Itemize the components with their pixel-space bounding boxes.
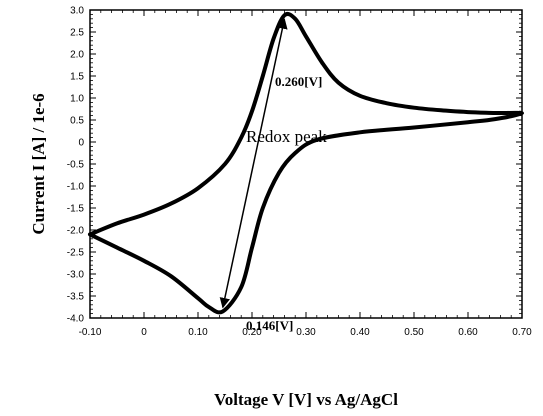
- y-tick-label: 0.5: [70, 116, 84, 127]
- y-tick-label: 2.0: [70, 50, 84, 61]
- y-tick-label: -4.0: [67, 314, 85, 325]
- axis-tick-labels: -0.10 0 0.10 0.20 0.30 0.40 0.50 0.60 0.703.02.5…: [67, 6, 532, 339]
- y-tick-label: 2.5: [70, 28, 84, 39]
- y-tick-label: 1.5: [70, 72, 84, 83]
- y-tick-label: -3.0: [67, 270, 85, 281]
- y-tick-label: 1.0: [70, 94, 84, 105]
- y-tick-label: -1.5: [67, 204, 85, 215]
- x-tick-label: 0.30: [296, 327, 316, 338]
- y-tick-label: -3.5: [67, 292, 85, 303]
- x-tick-label: 0.50: [404, 327, 424, 338]
- x-tick-label: 0.70: [512, 327, 532, 338]
- y-tick-label: -1.0: [67, 182, 85, 193]
- cv-curve-series: [88, 11, 524, 315]
- y-tick-label: -2.5: [67, 248, 85, 259]
- redox-peak-label: Redox peak: [246, 127, 327, 146]
- y-tick-label: 3.0: [70, 6, 84, 17]
- y-tick-label: 0: [78, 138, 84, 149]
- x-tick-label: -0.10: [79, 327, 102, 338]
- axis-ticks: [89, 9, 523, 319]
- x-tick-label: 0.40: [350, 327, 370, 338]
- oxidation-peak-label: 0.260[V]: [275, 74, 322, 89]
- x-axis-title: Voltage V [V] vs Ag/AgCl: [214, 390, 398, 409]
- x-tick-label: 0.10: [188, 327, 208, 338]
- plot-frame: [89, 9, 523, 319]
- y-axis-title: Current I [A] / 1e-6: [29, 93, 48, 234]
- reduction-peak-label: 0.146[V]: [246, 318, 293, 333]
- x-tick-label: 0: [141, 327, 147, 338]
- y-tick-label: -2.0: [67, 226, 85, 237]
- x-tick-label: 0.20: [242, 327, 262, 338]
- peak-separation-arrow: [219, 18, 288, 309]
- y-tick-label: -0.5: [67, 160, 85, 171]
- x-tick-label: 0.60: [458, 327, 478, 338]
